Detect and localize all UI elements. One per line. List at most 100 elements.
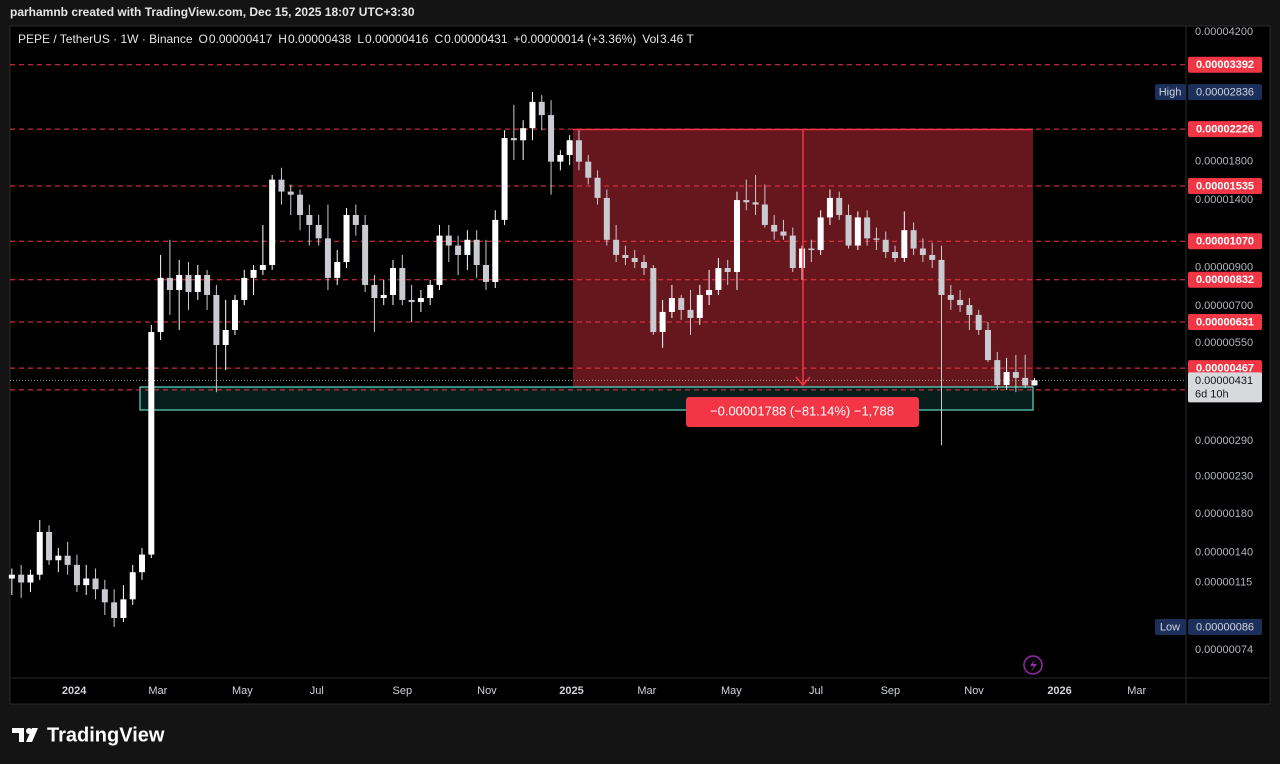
measure-label-box <box>686 397 919 427</box>
candle-body <box>64 555 71 565</box>
candle-body <box>408 299 415 303</box>
x-tick-label: 2026 <box>1047 685 1071 697</box>
candle-body <box>92 578 99 590</box>
candle-body <box>492 219 499 282</box>
candle-body <box>510 138 517 141</box>
candle-body <box>892 252 899 258</box>
x-tick-label: Nov <box>964 685 984 697</box>
candle-body <box>445 235 452 246</box>
candle-body <box>139 554 146 573</box>
candle-body <box>83 578 90 586</box>
price-line-label-box <box>1188 233 1262 250</box>
candle-body <box>929 254 936 260</box>
candle-body <box>436 235 443 285</box>
logo-text: TradingView <box>47 724 165 746</box>
candle-body <box>259 264 266 270</box>
candle-body <box>752 202 759 205</box>
candle-body <box>650 268 657 333</box>
candle-body <box>129 572 136 600</box>
candle-body <box>46 531 53 561</box>
alert-icon[interactable] <box>1023 655 1043 675</box>
candle-body <box>222 329 229 346</box>
candle-body <box>789 235 796 269</box>
price-line-label: 0.00003392 <box>1196 59 1254 71</box>
candle-body <box>287 191 294 195</box>
price-line-label-box <box>1188 271 1262 288</box>
x-tick-label: Mar <box>148 685 167 697</box>
x-tick-label: Jul <box>310 685 324 697</box>
candle-body <box>157 277 164 333</box>
candle-body <box>696 294 703 318</box>
candle-body <box>947 294 954 300</box>
candle-body <box>984 329 991 361</box>
extreme-tag-box <box>1155 618 1186 635</box>
y-tick-label: 0.00001800 <box>1195 156 1253 168</box>
candles <box>8 92 1038 627</box>
y-tick-label: 0.00000115 <box>1195 576 1252 588</box>
alert-icon-bolt <box>1030 659 1037 672</box>
y-tick-label: 0.00000074 <box>1195 644 1253 656</box>
extreme-tag: Low <box>1160 621 1180 633</box>
candle-body <box>27 574 34 583</box>
candle-body <box>873 238 880 240</box>
candle-body <box>761 204 768 225</box>
extreme-value-box <box>1188 618 1262 635</box>
candle-body <box>464 239 471 255</box>
legend: PEPE / TetherUS · 1W · Binance O 0.0000041… <box>18 32 694 46</box>
price-line-label-box <box>1188 178 1262 195</box>
candle-body <box>585 161 592 178</box>
candle-body <box>631 257 638 263</box>
candle-body <box>427 284 434 299</box>
legend-text: +0.00000014 (+3.36%) <box>514 32 637 46</box>
price-line-label: 0.00001535 <box>1196 180 1254 192</box>
legend-text: PEPE / TetherUS · 1W · Binance <box>18 32 193 46</box>
candle-body <box>557 154 564 162</box>
candle-body <box>176 275 183 290</box>
legend-text: 0.00000438 <box>288 32 352 46</box>
candle-body <box>882 239 889 253</box>
candle-body <box>706 289 713 295</box>
candle-body <box>957 299 964 306</box>
price-line-label: 0.00000467 <box>1196 362 1254 374</box>
candle-body <box>8 574 15 579</box>
legend-text: O <box>199 32 208 46</box>
candle-body <box>399 268 406 300</box>
candle-body <box>343 215 350 263</box>
candle-body <box>18 574 25 583</box>
candle-body <box>1003 372 1010 386</box>
x-tick-label: Nov <box>477 685 497 697</box>
candle-body <box>678 298 685 310</box>
legend-text: L <box>357 32 364 46</box>
candle-body <box>278 179 285 192</box>
legend-text: Vol <box>642 32 659 46</box>
axes: 0.00004200 0.00001800 0.00001400 0.00000900… <box>62 26 1262 697</box>
candle-body <box>455 245 462 255</box>
candle-body <box>352 215 359 225</box>
y-tick-label: 0.00000900 <box>1195 262 1253 274</box>
candle-body <box>306 215 313 225</box>
candle-body <box>166 277 173 290</box>
candle-body <box>910 230 917 249</box>
x-tick-label: Sep <box>881 685 901 697</box>
candle-body <box>55 555 62 561</box>
candle-body <box>101 589 108 603</box>
price-line-label-box <box>1188 56 1262 73</box>
candle-body <box>603 197 610 240</box>
x-tick-label: Mar <box>637 685 656 697</box>
candle-body <box>566 140 573 155</box>
logo-dot <box>26 728 32 734</box>
candle-body <box>250 269 257 278</box>
candle-body <box>864 217 871 239</box>
candle-body <box>1031 380 1038 386</box>
candle-body <box>334 262 341 278</box>
candle-body <box>715 268 722 290</box>
footer <box>0 705 1280 764</box>
extreme-value: 0.00002836 <box>1196 86 1254 98</box>
attribution: parhamnb created with TradingView.com, D… <box>10 5 415 19</box>
candle-body <box>148 332 155 555</box>
extreme-tag: High <box>1159 86 1182 98</box>
candle-body <box>966 305 973 315</box>
legend-text: 3.46 T <box>660 32 694 46</box>
candle-body <box>269 179 276 265</box>
